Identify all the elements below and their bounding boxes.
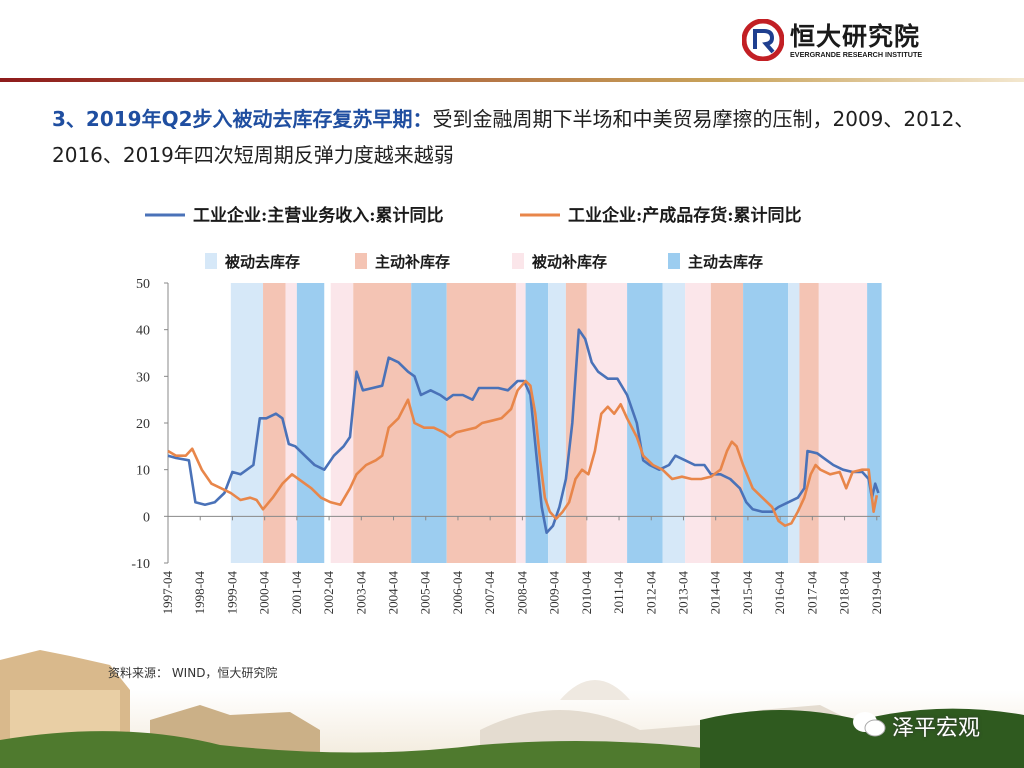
phase-band — [627, 283, 663, 563]
phase-band — [586, 283, 628, 563]
x-tick-label: 1997-04 — [160, 571, 175, 615]
x-tick-label: 2016-04 — [772, 571, 787, 615]
series-line-inventory — [167, 379, 879, 527]
legend-phase-label: 被动去库存 — [225, 253, 300, 271]
phase-band — [788, 283, 800, 563]
logo-mark-icon — [742, 19, 784, 61]
x-tick-label: 2012-04 — [643, 571, 658, 615]
evergrande-logo: 恒大研究院 EVERGRANDE RESEARCH INSTITUTE — [742, 17, 932, 65]
source-note: 资料来源： WIND，恒大研究院 — [108, 666, 278, 680]
phase-band — [296, 283, 325, 563]
logo-text: 恒大研究院 — [790, 22, 921, 51]
y-tick-label: -10 — [131, 557, 150, 572]
headline-highlight: 3、2019年Q2步入被动去库存复苏早期： — [52, 107, 433, 131]
x-tick-label: 2018-04 — [837, 571, 852, 615]
x-tick-label: 2014-04 — [708, 571, 723, 615]
x-tick-label: 2007-04 — [482, 571, 497, 615]
x-tick-label: 1999-04 — [224, 571, 239, 615]
y-tick-label: 30 — [136, 370, 150, 385]
page-headline: 3、2019年Q2步入被动去库存复苏早期：受到金融周期下半场和中美贸易摩擦的压制… — [52, 101, 992, 173]
y-tick-label: 50 — [136, 277, 150, 292]
phase-band — [353, 283, 412, 563]
x-tick-label: 2004-04 — [386, 571, 401, 615]
legend-phase-swatch — [668, 253, 680, 269]
phase-band — [799, 283, 819, 563]
phase-band — [565, 283, 587, 563]
legend-series-label: 工业企业:主营业务收入:累计同比 — [193, 205, 444, 226]
wechat-watermark: 泽平宏观 — [852, 708, 1012, 744]
legend-phase-swatch — [512, 253, 524, 269]
legend-phase-label: 主动去库存 — [688, 253, 763, 271]
x-tick-label: 2006-04 — [450, 571, 465, 615]
x-tick-label: 2005-04 — [418, 571, 433, 615]
x-tick-label: 2011-04 — [611, 571, 626, 614]
legend-phase-swatch — [205, 253, 217, 269]
phase-band — [330, 283, 354, 563]
x-tick-label: 2013-04 — [675, 571, 690, 615]
phase-band — [285, 283, 297, 563]
x-tick-label: 1998-04 — [192, 571, 207, 615]
wechat-icon — [853, 712, 886, 737]
phase-band — [548, 283, 566, 563]
phase-band — [263, 283, 286, 563]
x-tick-label: 2019-04 — [869, 571, 884, 615]
inventory-cycle-chart: -10 0 10 20 30 40 50 1997-04 1998-04 1999-04 2000-… — [131, 205, 884, 615]
x-tick-label: 2003-04 — [353, 571, 368, 615]
x-tick-label: 2010-04 — [579, 571, 594, 615]
phase-band — [818, 283, 868, 563]
phase-band — [515, 283, 526, 563]
legend-phase-label: 主动补库存 — [375, 253, 450, 271]
headline-text: 受到金融周期下半场和中美贸易摩擦的压制，2009、2012、2016、2019年… — [52, 107, 975, 167]
x-tick-label: 2017-04 — [804, 571, 819, 615]
phase-band — [867, 283, 882, 563]
x-tick-label: 2000-04 — [257, 571, 272, 615]
wechat-account-name: 泽平宏观 — [892, 716, 981, 741]
phase-band — [710, 283, 744, 563]
x-tick-label: 2008-04 — [514, 571, 529, 615]
header-divider — [0, 78, 1024, 82]
legend-phase-swatch — [355, 253, 367, 269]
y-tick-label: 20 — [136, 417, 150, 432]
x-tick-label: 2001-04 — [289, 571, 304, 615]
legend-phase-label: 被动补库存 — [532, 253, 607, 271]
y-tick-label: 10 — [136, 464, 150, 479]
x-tick-label: 2015-04 — [740, 571, 755, 615]
footer-landscape — [0, 650, 1024, 768]
header-bar — [0, 0, 1024, 80]
y-tick-label: 40 — [136, 324, 150, 339]
phase-band — [662, 283, 686, 563]
phase-band — [685, 283, 711, 563]
y-tick-label: 0 — [143, 510, 150, 525]
x-tick-label: 2009-04 — [547, 571, 562, 615]
x-tick-label: 2002-04 — [321, 571, 336, 615]
phase-band — [743, 283, 789, 563]
logo-subtitle: EVERGRANDE RESEARCH INSTITUTE — [790, 50, 923, 59]
legend-series-label: 工业企业:产成品存货:累计同比 — [568, 205, 802, 226]
